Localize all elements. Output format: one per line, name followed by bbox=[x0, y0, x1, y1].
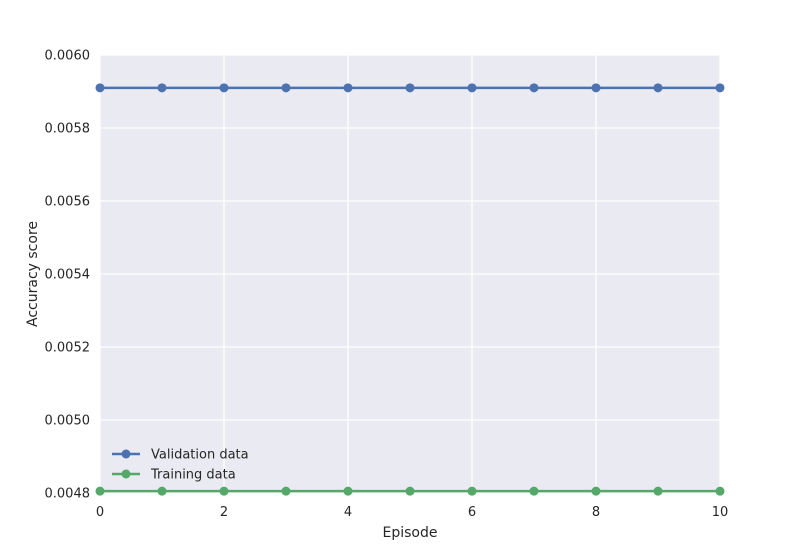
y-tick-label: 0.0058 bbox=[45, 122, 91, 137]
y-tick-label: 0.0050 bbox=[45, 414, 91, 429]
series-validation-data bbox=[95, 83, 725, 93]
y-tick-label: 0.0056 bbox=[45, 195, 91, 210]
data-point bbox=[653, 83, 663, 93]
data-point bbox=[219, 486, 229, 496]
data-point bbox=[343, 83, 353, 93]
data-point bbox=[529, 83, 539, 93]
data-point bbox=[405, 486, 415, 496]
gridlines bbox=[99, 54, 721, 494]
x-axis-label: Episode bbox=[383, 525, 438, 541]
data-point bbox=[467, 486, 477, 496]
x-axis-ticks: 0 2 4 6 8 10 bbox=[96, 505, 728, 520]
data-point bbox=[715, 486, 725, 496]
x-tick-label: 6 bbox=[468, 505, 476, 520]
data-point bbox=[653, 486, 663, 496]
legend-label: Training data bbox=[150, 468, 236, 483]
data-point bbox=[157, 486, 167, 496]
data-point bbox=[343, 486, 353, 496]
x-tick-label: 0 bbox=[96, 505, 104, 520]
x-tick-label: 10 bbox=[712, 505, 729, 520]
x-tick-label: 2 bbox=[220, 505, 228, 520]
y-axis-label: Accuracy score bbox=[25, 221, 41, 327]
data-point bbox=[715, 83, 725, 93]
legend-marker bbox=[121, 449, 131, 459]
series-training-data bbox=[95, 486, 725, 496]
data-point bbox=[591, 486, 601, 496]
data-point bbox=[95, 83, 105, 93]
data-point bbox=[529, 486, 539, 496]
data-point bbox=[591, 83, 601, 93]
y-tick-label: 0.0060 bbox=[45, 49, 91, 64]
legend-label: Validation data bbox=[151, 448, 249, 463]
legend: Validation data Training data bbox=[112, 448, 249, 483]
data-point bbox=[281, 83, 291, 93]
series-layer bbox=[95, 83, 725, 496]
legend-item: Training data bbox=[112, 468, 236, 483]
data-point bbox=[157, 83, 167, 93]
y-axis-ticks: 0.0048 0.0050 0.0052 0.0054 0.0056 0.0058 0.00… bbox=[45, 49, 91, 502]
y-tick-label: 0.0048 bbox=[45, 487, 91, 502]
x-tick-label: 8 bbox=[592, 505, 600, 520]
data-point bbox=[95, 486, 105, 496]
legend-marker bbox=[121, 469, 131, 479]
legend-item: Validation data bbox=[112, 448, 249, 463]
data-point bbox=[281, 486, 291, 496]
data-point bbox=[405, 83, 415, 93]
y-tick-label: 0.0054 bbox=[45, 268, 91, 283]
data-point bbox=[219, 83, 229, 93]
y-tick-label: 0.0052 bbox=[45, 341, 91, 356]
data-point bbox=[467, 83, 477, 93]
x-tick-label: 4 bbox=[344, 505, 352, 520]
